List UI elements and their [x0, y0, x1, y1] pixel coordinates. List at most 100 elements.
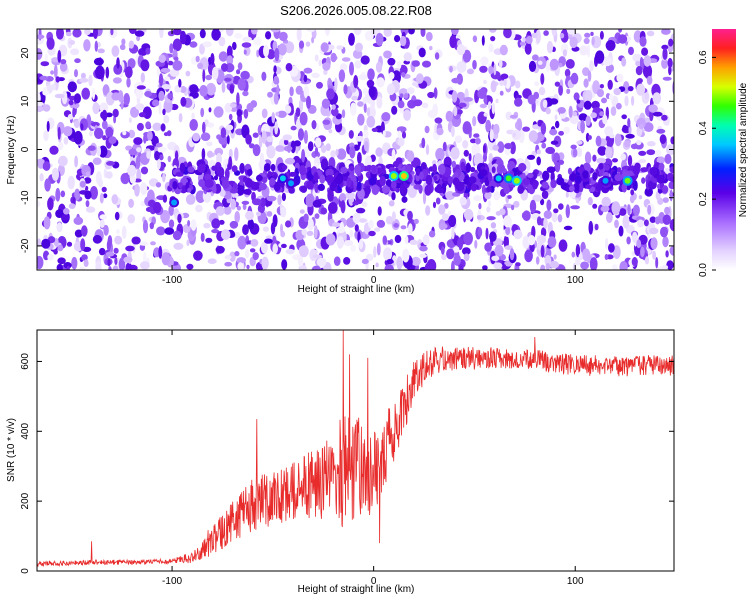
spectrogram-noise-blob — [128, 40, 135, 49]
spectrogram-noise-blob — [298, 40, 305, 49]
spectrogram-noise-blob — [111, 194, 119, 205]
spectrogram-noise-blob — [200, 107, 205, 118]
spectrogram-noise-blob — [167, 60, 174, 66]
spectrogram-noise-blob — [650, 237, 658, 250]
spectrogram-band-blob — [486, 186, 492, 193]
spectrogram-noise-blob — [470, 138, 477, 144]
spectrogram-noise-blob — [338, 69, 346, 83]
spectrogram-noise-blob — [352, 201, 360, 206]
snr-y-tick-label: 600 — [20, 353, 31, 370]
spectrogram-noise-blob — [275, 78, 280, 85]
spectrogram-noise-blob — [549, 260, 560, 269]
spectrogram-band-blob — [569, 185, 575, 192]
spectrogram-noise-blob — [73, 130, 83, 145]
spectrogram-noise-blob — [270, 29, 281, 33]
spectrogram-noise-blob — [383, 50, 392, 59]
spectrogram-noise-blob — [246, 264, 250, 270]
spectrogram-noise-blob — [638, 150, 647, 156]
spectrogram-noise-blob — [80, 72, 86, 79]
spectrogram-noise-blob — [592, 154, 597, 162]
spectrogram-noise-blob — [131, 236, 141, 245]
spectrogram-noise-blob — [133, 137, 143, 145]
spectrogram-noise-blob — [618, 29, 622, 33]
colorbar: 0.0 0.2 0.4 0.6 Normalized spectral amplitu… — [698, 29, 749, 277]
spectrogram-noise-blob — [305, 193, 315, 208]
spectrogram-noise-blob — [409, 239, 418, 245]
spectrogram-noise-blob — [105, 126, 114, 138]
spectrogram-band-blob — [567, 167, 573, 175]
spectrogram-noise-blob — [147, 189, 155, 203]
spectrogram-noise-blob — [162, 172, 166, 183]
spectrogram-noise-blob — [192, 132, 201, 142]
spectrogram-noise-blob — [451, 260, 455, 270]
spectrogram-noise-blob — [306, 230, 314, 236]
spectrogram-band-blob — [390, 181, 397, 189]
spectrogram-noise-blob — [562, 49, 568, 57]
spectrogram-noise-blob — [376, 77, 385, 88]
spectrogram-noise-blob — [101, 186, 107, 193]
spectrogram-band-blob — [487, 172, 493, 182]
spectrogram-y-tick-label: 0 — [20, 146, 31, 152]
spectrogram-noise-blob — [411, 60, 420, 67]
snr-series-line — [37, 330, 674, 568]
spectrogram-noise-blob — [479, 65, 488, 73]
spectrogram-band-blob — [211, 165, 218, 171]
spectrogram-noise-blob — [53, 64, 58, 79]
spectrogram-noise-blob — [517, 39, 522, 48]
spectrogram-noise-blob — [632, 231, 638, 244]
spectrogram-noise-blob — [74, 69, 78, 78]
spectrogram-band-blob — [197, 163, 206, 173]
spectrogram-noise-blob — [74, 229, 83, 238]
spectrogram-noise-blob — [241, 200, 250, 205]
spectrogram-noise-blob — [526, 154, 536, 160]
spectrogram-noise-blob — [502, 264, 507, 270]
spectrogram-noise-blob — [58, 155, 68, 167]
spectrogram-noise-blob — [72, 107, 76, 118]
spectrogram-noise-blob — [605, 146, 613, 159]
spectrogram-noise-blob — [57, 244, 64, 252]
spectrogram-noise-blob — [538, 86, 546, 96]
spectrogram-noise-blob — [427, 91, 435, 99]
spectrogram-band-blob — [325, 174, 334, 184]
spectrogram-band-blob — [239, 162, 245, 174]
spectrogram-noise-blob — [504, 143, 513, 150]
spectrogram-noise-blob — [563, 225, 573, 231]
spectrogram-noise-blob — [532, 54, 539, 61]
spectrogram-noise-blob — [454, 135, 463, 144]
spectrogram-noise-blob — [543, 210, 552, 220]
spectrogram-noise-blob — [422, 191, 427, 205]
spectrogram-noise-blob — [351, 95, 358, 101]
spectrogram-noise-blob — [589, 257, 598, 270]
spectrogram-noise-blob — [636, 239, 642, 249]
spectrogram-noise-blob — [99, 219, 105, 228]
spectrogram-noise-blob — [664, 206, 671, 215]
spectrogram-noise-blob — [451, 77, 461, 84]
spectrogram-noise-blob — [575, 244, 581, 258]
spectrogram-noise-blob — [545, 146, 556, 155]
spectrogram-band-blob — [300, 185, 308, 193]
spectrogram-noise-blob — [199, 43, 205, 55]
spectrogram-noise-blob — [179, 85, 187, 94]
spectrogram-noise-blob — [558, 203, 564, 210]
spectrogram-x-axis-label: Height of straight line (km) — [298, 284, 415, 295]
spectrogram-noise-blob — [167, 155, 172, 163]
spectrogram-noise-blob — [68, 40, 76, 45]
spectrogram-noise-blob — [627, 86, 634, 92]
spectrogram-noise-blob — [483, 112, 489, 117]
spectrogram-noise-blob — [43, 130, 49, 142]
spectrogram-noise-blob — [473, 133, 480, 138]
spectrogram-noise-blob — [551, 212, 558, 223]
spectrogram-noise-blob — [325, 29, 330, 36]
spectrogram-noise-blob — [301, 149, 306, 163]
spectrogram-noise-blob — [42, 104, 51, 112]
spectrogram-noise-blob — [128, 129, 136, 139]
spectrogram-noise-blob — [579, 45, 589, 56]
spectrogram-noise-blob — [449, 65, 453, 73]
spectrogram-noise-blob — [81, 225, 88, 237]
spectrogram-band-blob — [178, 182, 183, 189]
spectrogram-noise-blob — [432, 159, 437, 166]
spectrogram-noise-blob — [328, 129, 333, 134]
spectrogram-noise-blob — [134, 183, 140, 197]
spectrogram-noise-blob — [229, 220, 239, 229]
spectrogram-noise-blob — [478, 202, 482, 210]
